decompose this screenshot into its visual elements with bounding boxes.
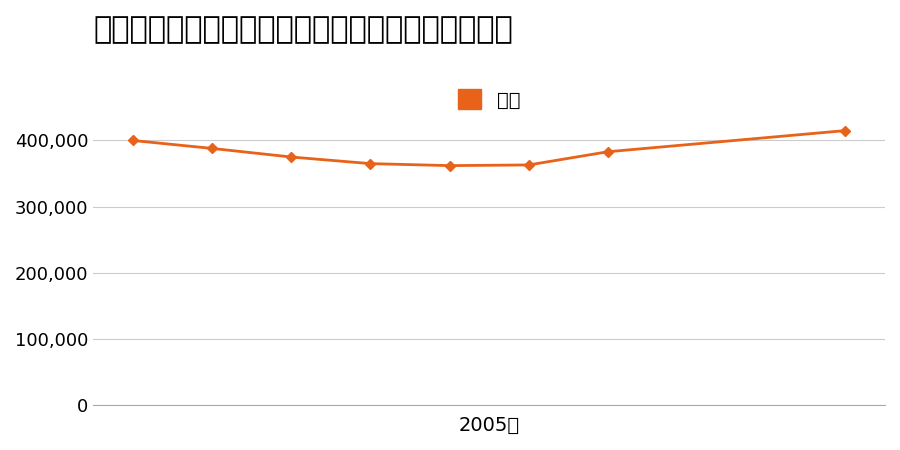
Text: 東京都三鷹市新川６丁目７９８番３０外の地価推移: 東京都三鷹市新川６丁目７９８番３０外の地価推移 [94, 15, 513, 44]
X-axis label: 2005年: 2005年 [459, 416, 519, 435]
Legend: 価格: 価格 [450, 81, 528, 117]
